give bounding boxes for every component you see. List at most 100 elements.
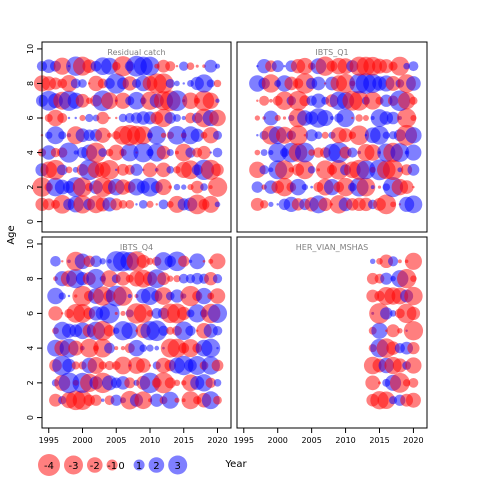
residual-bubble bbox=[207, 303, 228, 323]
residual-bubble bbox=[382, 159, 404, 181]
panel-title: Residual catch bbox=[107, 48, 165, 57]
residual-bubble bbox=[190, 128, 204, 142]
x-tick-label: 2020 bbox=[403, 436, 423, 445]
bubble-group bbox=[363, 252, 424, 410]
residual-bubble bbox=[397, 269, 417, 289]
residual-bubble bbox=[406, 76, 421, 91]
legend-bubble bbox=[148, 457, 165, 473]
residual-bubble bbox=[179, 61, 189, 71]
panel-her-vian-mshas: HER_VIAN_MSHAS bbox=[236, 236, 428, 429]
x-axis: 1995 2000 2005 2010 2015 2020 bbox=[39, 428, 228, 445]
residual-bubble bbox=[362, 114, 369, 122]
residual-bubble bbox=[148, 364, 152, 367]
residual-bubble bbox=[282, 116, 287, 120]
residual-bubble bbox=[135, 203, 138, 206]
panel-border bbox=[236, 41, 428, 233]
residual-bubble bbox=[160, 132, 167, 138]
residual-bubble bbox=[317, 109, 334, 127]
x-axis-title: Year bbox=[224, 459, 247, 470]
residual-bubble bbox=[263, 110, 279, 126]
legend-label: -4 bbox=[44, 461, 54, 472]
residual-bubble bbox=[61, 260, 64, 263]
residual-bubble bbox=[128, 339, 145, 357]
residual-bubble bbox=[121, 322, 139, 340]
residual-bubble bbox=[365, 375, 381, 391]
residual-bubble bbox=[103, 325, 116, 337]
residual-bubble bbox=[47, 287, 64, 305]
residual-bubble bbox=[377, 391, 396, 409]
legend-label: -1 bbox=[107, 461, 117, 472]
residual-bubble bbox=[134, 126, 153, 145]
residual-bubble bbox=[78, 79, 87, 88]
residual-bubble bbox=[118, 200, 128, 209]
residual-bubble bbox=[370, 185, 375, 190]
residual-bubble bbox=[338, 128, 353, 143]
residual-bubble bbox=[42, 198, 55, 211]
residual-bubble bbox=[256, 134, 259, 137]
residual-bubble bbox=[404, 286, 423, 306]
residual-bubble bbox=[146, 200, 154, 208]
residual-bubble bbox=[173, 183, 181, 191]
residual-bubble bbox=[260, 149, 268, 156]
residual-bubble bbox=[56, 164, 68, 176]
residual-bubble bbox=[120, 310, 126, 316]
residual-bubble bbox=[386, 324, 400, 338]
residual-bubble bbox=[215, 98, 220, 103]
residual-bubble bbox=[289, 178, 307, 196]
residual-bubble bbox=[99, 303, 120, 324]
residual-bubble bbox=[209, 109, 226, 127]
panels-layer: Residual catch IBTS_Q1 IBTS_Q4 HER_VIAN_MSH… bbox=[32, 41, 428, 429]
panel-title: IBTS_Q4 bbox=[120, 243, 153, 252]
residual-bubble bbox=[180, 285, 201, 307]
residual-bubble bbox=[209, 151, 212, 154]
x-tick-label: 2020 bbox=[207, 436, 227, 445]
residual-bubble bbox=[296, 57, 314, 75]
residual-bubble bbox=[390, 143, 410, 162]
y-tick-label: 0 bbox=[26, 415, 35, 420]
residual-bubble bbox=[305, 129, 318, 142]
residual-bubble bbox=[150, 393, 164, 407]
residual-bubble bbox=[120, 143, 139, 162]
residual-bubble bbox=[170, 289, 184, 303]
residual-bubble bbox=[405, 144, 422, 161]
residual-bubble bbox=[259, 95, 270, 106]
residual-bubble bbox=[125, 199, 135, 209]
residual-bubble bbox=[268, 201, 274, 207]
panel-border bbox=[236, 236, 428, 429]
residual-bubble bbox=[207, 177, 228, 197]
residual-bubble bbox=[410, 275, 417, 282]
residual-bubble bbox=[276, 126, 293, 144]
residual-bubble bbox=[167, 125, 187, 145]
residual-bubble bbox=[412, 185, 415, 189]
residual-bubble bbox=[364, 144, 381, 161]
residual-bubble bbox=[404, 252, 422, 270]
residual-bubble bbox=[206, 79, 215, 88]
residual-bubble bbox=[406, 306, 421, 321]
residual-bubble bbox=[349, 90, 370, 111]
y-axis: 0 2 4 6 8 10 bbox=[26, 44, 42, 224]
residual-bubble bbox=[409, 96, 418, 105]
bubble-group bbox=[249, 56, 423, 215]
residual-bubble bbox=[349, 125, 369, 146]
residual-bubble bbox=[363, 91, 382, 110]
residual-bubble bbox=[377, 185, 382, 189]
panel-residual-catch: Residual catch bbox=[32, 41, 232, 233]
residual-bubble bbox=[261, 74, 281, 93]
residual-bubble bbox=[95, 127, 111, 143]
residual-bubble bbox=[202, 259, 206, 263]
residual-bubble bbox=[259, 200, 269, 209]
x-tick-label: 2015 bbox=[369, 436, 389, 445]
residual-bubble bbox=[410, 114, 417, 122]
residual-bubble bbox=[386, 111, 400, 125]
panel-title: HER_VIAN_MSHAS bbox=[296, 243, 368, 252]
residual-bubble bbox=[114, 356, 132, 375]
legend-bubble bbox=[133, 459, 145, 471]
residual-bubble bbox=[212, 325, 223, 336]
residual-bubble bbox=[275, 91, 294, 111]
residual-bubble bbox=[212, 274, 223, 284]
residual-bubble bbox=[68, 340, 84, 356]
legend-label: 2 bbox=[153, 461, 159, 472]
residual-bubble bbox=[182, 82, 185, 85]
residual-bubble bbox=[130, 163, 143, 176]
residual-bubble bbox=[161, 391, 179, 409]
